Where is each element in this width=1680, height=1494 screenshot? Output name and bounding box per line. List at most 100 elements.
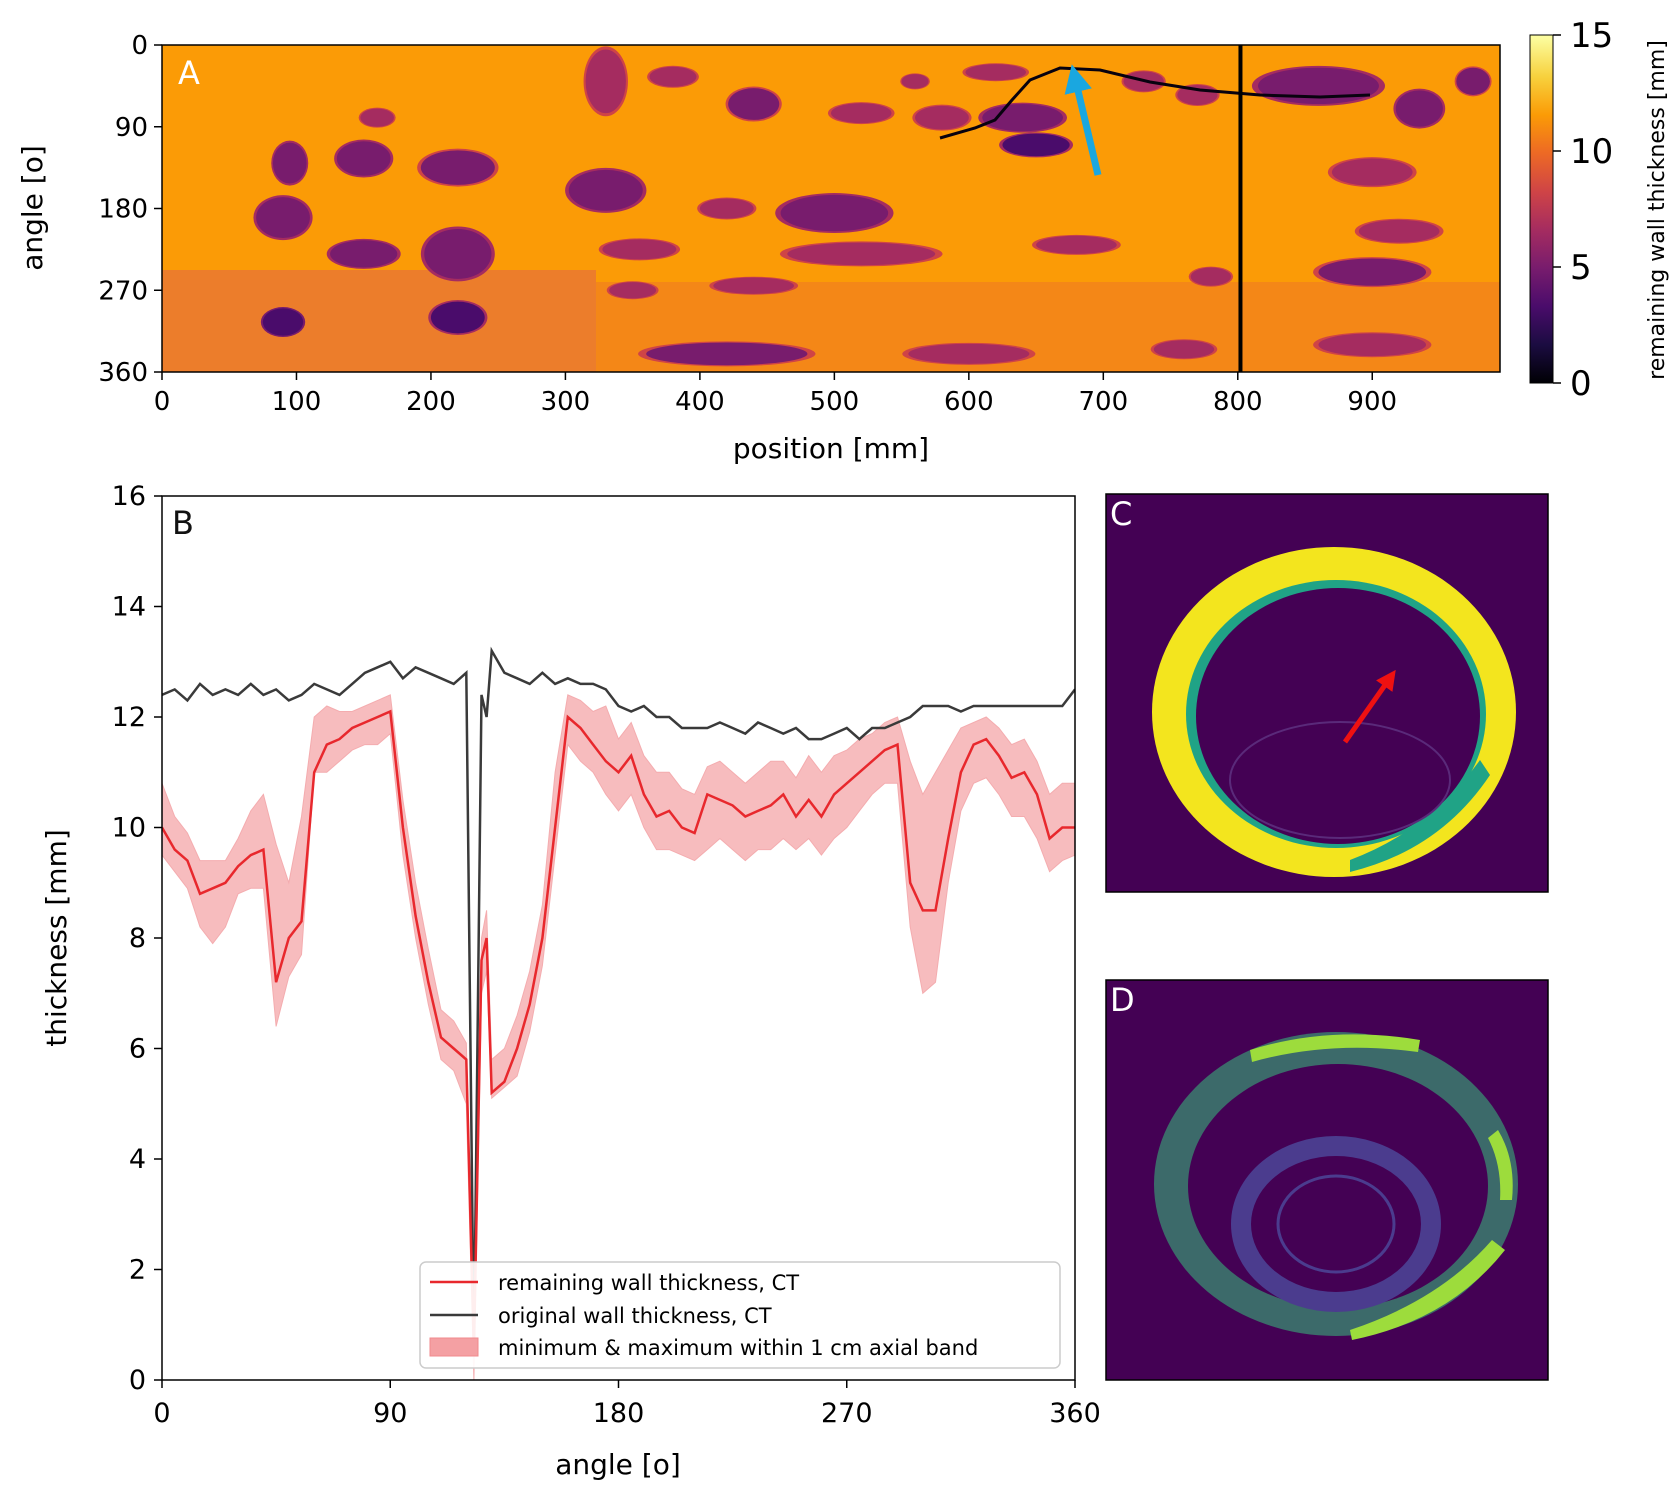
pit-25 — [780, 194, 889, 232]
pit-14 — [272, 142, 307, 184]
panel-a-heatmap: A 0 100 200 300 400 500 600 700 800 9000901802703… — [16, 16, 1670, 465]
pit-7 — [982, 104, 1063, 132]
heatmap-y-label: angle [o] — [16, 145, 49, 271]
legend-swatch-band — [429, 1337, 479, 1357]
x-tick-label-4: 360 — [1049, 1398, 1101, 1429]
pit-13 — [1456, 67, 1490, 95]
pit-21 — [430, 301, 485, 334]
panel-label-b: B — [172, 504, 194, 542]
heatmap-y-tick-label-3: 270 — [98, 276, 148, 306]
pit-1 — [649, 66, 697, 87]
ct-ring-d-inner-part — [1231, 1136, 1441, 1312]
legend-label-band: minimum & maximum within 1 cm axial band — [498, 1336, 978, 1360]
pit-6 — [915, 105, 969, 130]
pit-20 — [424, 228, 492, 279]
pit-0 — [585, 49, 626, 114]
x-tick-label-0: 0 — [153, 1398, 170, 1429]
ct-ring-d-bright-top — [1250, 1034, 1420, 1062]
ct-ring-c-damage — [1350, 760, 1490, 872]
ct-ring-c-faint-inner — [1229, 721, 1451, 839]
panel-label-d: D — [1110, 981, 1135, 1019]
y-tick-label-2: 4 — [129, 1144, 146, 1175]
heatmap-y-tick-label-4: 360 — [98, 358, 148, 388]
pit-24 — [699, 198, 754, 219]
heatmap-x-tick-label-2: 200 — [406, 387, 456, 417]
ct-ring-d-bright-right — [1488, 1130, 1513, 1200]
heatmap-x-tick-label-8: 800 — [1213, 387, 1263, 417]
legend-label-original: original wall thickness, CT — [498, 1304, 772, 1328]
x-tick-label-3: 270 — [821, 1398, 873, 1429]
heatmap-x-tick-label-3: 300 — [541, 387, 591, 417]
panel-d-ct-slice: D — [1105, 979, 1549, 1381]
legend: remaining wall thickness, CT original wa… — [419, 1261, 1061, 1369]
pit-35 — [1153, 340, 1215, 359]
pit-4 — [901, 74, 929, 89]
heatmap-y-tick-label-2: 180 — [98, 195, 148, 225]
y-tick-label-4: 8 — [129, 923, 146, 954]
heatmap-x-tick-label-4: 400 — [675, 387, 725, 417]
heatmap-x-label: position [mm] — [733, 432, 929, 465]
pit-17 — [360, 108, 394, 127]
ct-ring-d-hole — [1188, 1064, 1488, 1308]
colorbar-tick-label-2: 10 — [1570, 132, 1613, 172]
pit-23 — [568, 169, 643, 211]
heatmap-x-tick-label-7: 700 — [1078, 387, 1128, 417]
x-tick-label-2: 180 — [593, 1398, 645, 1429]
pit-12 — [1395, 90, 1443, 127]
pit-29 — [1331, 158, 1413, 186]
pit-32 — [1190, 267, 1232, 286]
pit-3 — [831, 103, 892, 124]
panel-b-line-chart: B 0 90 180 270 360 0 2 4 6 8 10 12 14 16 angle [o] th… — [40, 481, 1101, 1481]
heatmap-y-tick-label-0: 0 — [131, 31, 148, 61]
pit-34 — [908, 343, 1030, 364]
pit-8 — [1002, 133, 1070, 157]
panel-label-c: C — [1110, 495, 1132, 533]
pit-2 — [728, 88, 780, 120]
heatmap-x-tick-label-9: 900 — [1347, 387, 1397, 417]
colorbar-tick-label-3: 15 — [1570, 16, 1613, 56]
ct-ring-c-hole — [1196, 588, 1480, 844]
pit-27 — [1036, 235, 1117, 254]
pit-37 — [713, 277, 795, 294]
colorbar — [1529, 34, 1554, 384]
y-tick-label-7: 14 — [112, 592, 146, 623]
pit-11 — [1257, 67, 1379, 105]
line-chart-x-label: angle [o] — [555, 1448, 681, 1481]
colorbar-tick-label-0: 0 — [1570, 364, 1592, 404]
heatmap-lower-band — [162, 270, 596, 372]
y-tick-label-6: 12 — [112, 702, 146, 733]
y-tick-label-0: 0 — [129, 1365, 146, 1396]
y-tick-label-1: 2 — [129, 1255, 146, 1286]
panel-label-a: A — [178, 54, 200, 92]
heatmap-x-tick-label-5: 500 — [810, 387, 860, 417]
pit-31 — [1318, 258, 1427, 286]
blue-arrow — [1064, 64, 1102, 176]
heatmap-x-tick-label-0: 0 — [154, 387, 171, 417]
pit-33 — [646, 342, 808, 366]
pit-28 — [602, 239, 677, 260]
remaining-thickness-line — [162, 709, 1075, 1353]
panel-c-ct-slice: C — [1105, 493, 1549, 893]
pit-36 — [1318, 333, 1427, 357]
colorbar-tick-label-1: 5 — [1570, 248, 1592, 288]
pit-26 — [787, 242, 936, 266]
heatmap-y-tick-label-1: 90 — [115, 113, 148, 143]
red-arrow — [1342, 669, 1396, 744]
ct-ring-d-inner-part-edge — [1276, 1174, 1396, 1274]
pit-19 — [330, 240, 398, 268]
y-tick-label-8: 16 — [112, 481, 146, 512]
corrosion-pits — [253, 46, 1492, 367]
colorbar-ticks: 0 5 10 15 — [1553, 16, 1613, 404]
pit-5 — [965, 64, 1026, 81]
heatmap-axes: 0 100 200 300 400 500 600 700 800 900 0 90 180 270 360 — [98, 31, 1397, 417]
y-tick-label-3: 6 — [129, 1034, 146, 1065]
colorbar-label: remaining wall thickness [mm] — [1645, 40, 1670, 380]
pit-22 — [262, 308, 304, 336]
pit-15 — [336, 141, 391, 176]
original-thickness-line — [162, 646, 1075, 1353]
heatmap-x-tick-label-1: 100 — [272, 387, 322, 417]
pit-18 — [256, 197, 310, 239]
pit-16 — [420, 150, 495, 185]
line-chart-axes: 0 90 180 270 360 0 2 4 6 8 10 12 14 16 — [112, 481, 1101, 1429]
line-chart-y-label: thickness [mm] — [40, 829, 73, 1047]
